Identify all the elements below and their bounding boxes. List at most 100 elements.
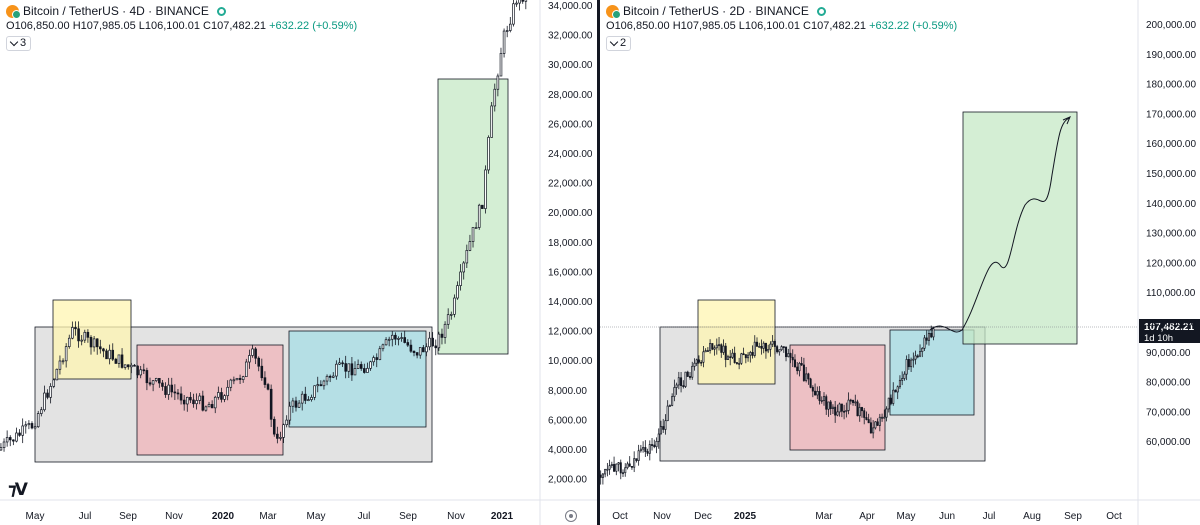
candle-body — [814, 390, 817, 396]
candle-body — [117, 354, 121, 364]
price-axis-label: 200,000.00 — [1146, 20, 1196, 31]
candle-body — [266, 384, 270, 390]
candle — [675, 382, 678, 395]
market-status-icon[interactable] — [816, 7, 826, 16]
market-status-icon[interactable] — [216, 7, 226, 16]
chart-pane-left[interactable]: 34,000.00 32,000.00 30,000.00 28,000.00 26,0… — [0, 0, 598, 525]
indicators-toggle[interactable]: 2 — [606, 36, 632, 51]
candle-body — [843, 410, 846, 413]
candle — [606, 462, 609, 477]
candle-body — [437, 333, 441, 349]
candle-body — [624, 467, 627, 474]
candle-body — [787, 353, 790, 358]
candle — [600, 470, 602, 485]
candle — [92, 335, 96, 352]
candle — [384, 337, 388, 346]
candle-body — [105, 350, 108, 360]
candle-body — [876, 421, 879, 426]
candle-body — [769, 343, 772, 350]
indicators-toggle[interactable]: 3 — [6, 36, 32, 51]
chart-pane-right[interactable]: 107,482.21 1d 10h 200,000.00 190,000.00 180… — [600, 0, 1200, 525]
candle — [789, 352, 792, 364]
candle-body — [462, 262, 465, 273]
chart-canvas-left[interactable]: 34,000.0032,000.0030,000.0028,000.0026,0… — [0, 0, 598, 525]
candle — [648, 440, 651, 461]
candle — [487, 135, 490, 174]
price-axis-label: 140,000.00 — [1146, 199, 1196, 210]
candle — [210, 400, 214, 409]
candle — [834, 400, 837, 423]
candle — [822, 392, 826, 406]
candle-body — [409, 344, 413, 352]
candle — [164, 382, 167, 398]
candle-body — [425, 346, 428, 353]
candle — [344, 355, 347, 379]
candle-body — [481, 204, 484, 209]
candle-body — [785, 346, 788, 358]
symbol-title[interactable]: Bitcoin / TetherUS · 2D · BINANCE — [623, 4, 809, 18]
price-axis-label: 10,000.00 — [548, 356, 593, 367]
candle-body — [453, 297, 456, 315]
candle — [604, 468, 607, 478]
candle-body — [431, 337, 434, 347]
candle-body — [412, 350, 416, 353]
tradingview-logo-icon[interactable]: ⁊V — [8, 480, 28, 500]
candle-body — [847, 399, 850, 411]
candle-body — [914, 355, 917, 360]
candle — [706, 347, 709, 352]
candle — [390, 331, 394, 347]
candle-body — [718, 344, 721, 347]
candle — [468, 234, 472, 252]
candle-body — [24, 424, 28, 427]
candle — [885, 406, 888, 422]
candle — [474, 222, 478, 229]
candle-body — [878, 416, 881, 426]
candle-body — [58, 360, 62, 370]
candle — [709, 339, 712, 354]
candle — [910, 357, 913, 372]
candle — [338, 357, 341, 366]
candle — [257, 356, 261, 372]
btc-usdt-icon — [606, 5, 621, 19]
candle-body — [307, 399, 310, 401]
candle-body — [316, 384, 320, 387]
settings-icon[interactable] — [565, 510, 577, 522]
candle — [307, 396, 310, 402]
candle — [671, 393, 674, 407]
candle-body — [133, 364, 136, 367]
candle-body — [366, 367, 369, 373]
candle — [481, 204, 484, 209]
ohlc-values: O106,850.00 H107,985.05 L106,100.01 C107… — [606, 20, 958, 32]
candle — [657, 428, 660, 449]
candle-body — [459, 271, 462, 286]
candle-body — [780, 346, 783, 351]
candle — [927, 330, 930, 346]
candle — [133, 363, 136, 367]
candle — [400, 332, 403, 342]
candle-body — [359, 364, 363, 369]
range-box-green — [437, 78, 509, 355]
time-axis-label: Jun — [939, 511, 955, 522]
candle — [64, 343, 68, 368]
candle-body — [210, 404, 214, 409]
pane-divider[interactable] — [597, 0, 600, 525]
candle — [415, 352, 419, 359]
candle-body — [898, 379, 901, 388]
candle-body — [111, 349, 115, 360]
candle — [854, 394, 857, 407]
candle-body — [626, 463, 629, 469]
candle-body — [827, 401, 830, 410]
symbol-title[interactable]: Bitcoin / TetherUS · 4D · BINANCE — [23, 4, 209, 18]
candle — [677, 371, 680, 390]
candle — [704, 348, 707, 353]
candle-body — [232, 379, 236, 382]
candle — [12, 439, 15, 446]
price-axis-label: 130,000.00 — [1146, 229, 1196, 240]
candle — [409, 339, 413, 353]
candle-body — [639, 448, 642, 452]
candle-body — [919, 351, 922, 357]
candle — [55, 368, 59, 381]
candle-body — [671, 396, 674, 406]
candle-body — [164, 386, 167, 395]
